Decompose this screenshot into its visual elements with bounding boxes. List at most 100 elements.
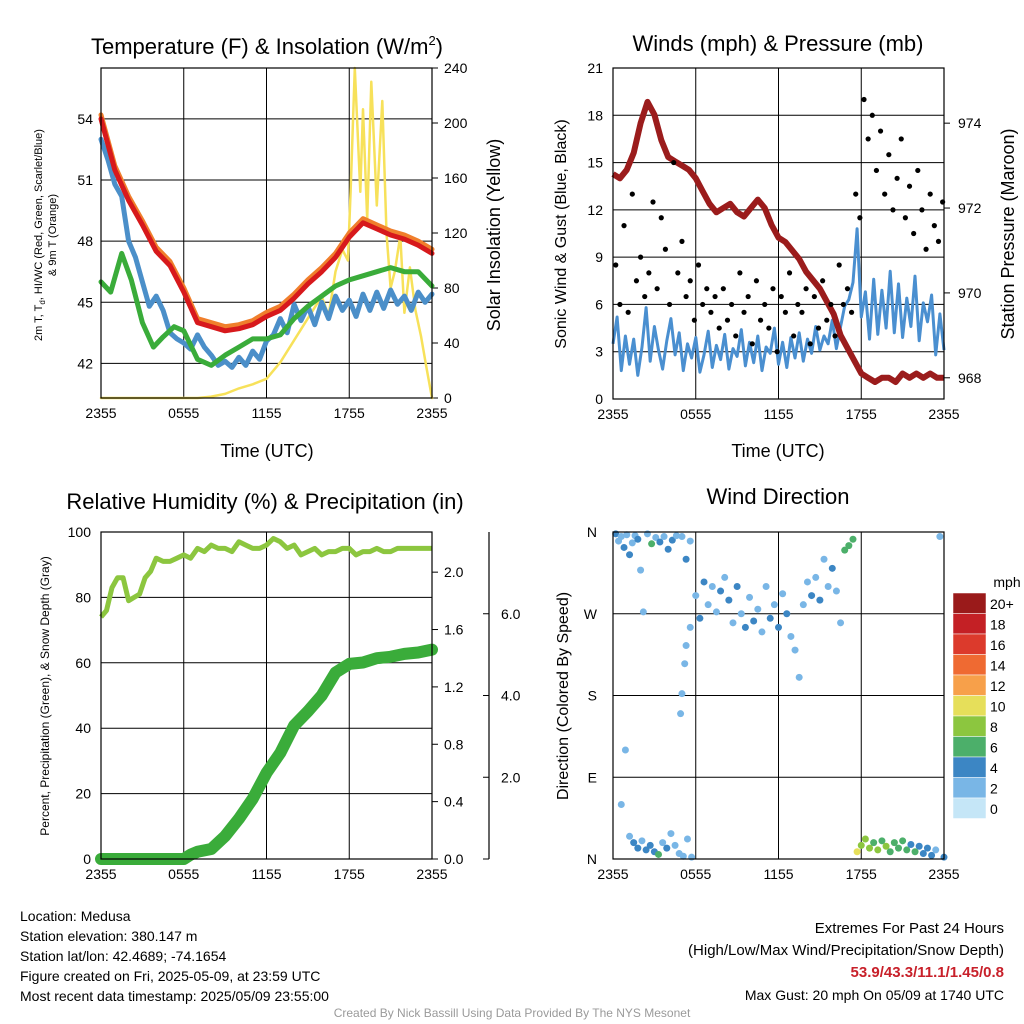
gust-point (795, 301, 801, 308)
direction-point (677, 710, 685, 718)
plot-frame (612, 67, 945, 400)
y-tick-label: 48 (77, 233, 93, 249)
y2-tick-label: 970 (958, 285, 982, 301)
y-tick-label: 60 (75, 655, 91, 671)
legend-swatch (952, 633, 987, 655)
gust-point (927, 191, 933, 197)
direction-point (634, 844, 642, 852)
direction-point (919, 850, 927, 858)
gust-point (621, 223, 627, 229)
humidity-y-axis-label: Percent, Precipitation (Green), & Snow D… (38, 556, 52, 835)
direction-point (678, 533, 686, 541)
direction-point (882, 842, 890, 850)
direction-point (766, 614, 774, 622)
direction-point (758, 628, 766, 636)
gust-point (824, 317, 830, 323)
direction-point (708, 583, 716, 590)
plot-frame (100, 531, 433, 860)
direction-point (932, 846, 940, 854)
y2-tick-label: 968 (958, 370, 982, 386)
gust-point (766, 325, 772, 331)
gust-point (716, 325, 722, 331)
credit-text: Created By Nick Bassill Using Data Provi… (333, 1006, 691, 1020)
direction-point (750, 617, 758, 625)
direction-point (733, 583, 741, 590)
gust-point (666, 301, 673, 308)
y2-tick-label: 0.0 (444, 851, 464, 867)
gust-point (729, 301, 735, 308)
legend-swatch (952, 654, 987, 676)
direction-point (679, 852, 687, 860)
direction-point (754, 605, 762, 613)
x-tick-label: 1755 (846, 406, 877, 422)
gust-point (617, 301, 623, 308)
gust-point (902, 215, 908, 221)
gust-point (762, 301, 768, 308)
direction-point (803, 578, 811, 586)
direction-point (700, 578, 708, 586)
gust-point (799, 309, 805, 315)
timestamp-text: Most recent data timestamp: 2025/05/09 2… (20, 988, 329, 1004)
direction-point (746, 593, 754, 601)
x-tick-label: 2355 (928, 866, 959, 882)
direction-point (915, 842, 923, 850)
y3-tick-label: 4.0 (501, 688, 521, 704)
legend-label: 8 (990, 719, 998, 735)
direction-point (799, 601, 807, 609)
direction-point (671, 841, 679, 849)
direction-point (787, 632, 795, 640)
y2-tick-label: 972 (958, 200, 982, 216)
direction-point (812, 573, 820, 581)
extremes-values: 53.9/43.3/11.1/1.45/0.8 (850, 964, 1004, 981)
max-gust-text: Max Gust: 20 mph On 05/09 at 1740 UTC (744, 987, 1004, 1003)
direction-point (686, 623, 694, 631)
legend-label: 0 (990, 801, 998, 817)
y-tick-label: 21 (587, 60, 603, 76)
direction-point (630, 839, 638, 847)
direction-point (681, 660, 689, 668)
gust-point (741, 309, 747, 315)
wind-direction-y-axis-label: Direction (Colored By Speed) (555, 592, 572, 800)
gust-point (683, 293, 689, 300)
temperature-chart-title: Temperature (F) & Insolation (W/m2) (91, 33, 443, 59)
station-info: Location: Medusa Station elevation: 380.… (20, 906, 329, 1006)
y3-tick-label: 2.0 (501, 769, 521, 785)
direction-point (890, 839, 898, 847)
y2-tick-label: 1.6 (444, 622, 464, 638)
direction-point (907, 840, 915, 848)
direction-point (682, 555, 690, 563)
legend-label: 16 (990, 637, 1006, 653)
humidity-precipitation-chart: Relative Humidity (%) & Precipitation (i… (38, 489, 521, 882)
series-line-2m-t (98, 116, 435, 334)
direction-point (637, 566, 645, 574)
x-tick-label: 2355 (416, 405, 447, 421)
gust-point (815, 325, 822, 331)
y-tick-label: 15 (587, 155, 603, 171)
direction-point (621, 746, 629, 754)
direction-point (874, 846, 882, 854)
x-tick-label: 2355 (597, 406, 628, 422)
gust-point (828, 301, 834, 308)
gust-point (894, 175, 900, 181)
direction-point (820, 555, 828, 563)
gust-point (691, 317, 697, 323)
direction-point (672, 532, 680, 540)
direction-point (824, 583, 832, 590)
direction-point (683, 835, 691, 843)
y2-tick-label: 160 (444, 170, 468, 186)
direction-point (725, 596, 733, 604)
legend-label: 4 (990, 760, 998, 776)
y2-tick-label: 80 (444, 280, 460, 296)
direction-point (729, 619, 737, 627)
legend-swatch (952, 736, 987, 758)
x-tick-label: 2355 (416, 866, 447, 882)
direction-point (667, 830, 675, 838)
series-line-td (98, 250, 435, 368)
direction-point (634, 535, 642, 543)
direction-point (696, 614, 704, 622)
direction-point (737, 610, 745, 618)
direction-point (832, 587, 840, 595)
legend-swatch (952, 777, 987, 799)
direction-point (762, 583, 770, 590)
direction-point (828, 564, 836, 572)
